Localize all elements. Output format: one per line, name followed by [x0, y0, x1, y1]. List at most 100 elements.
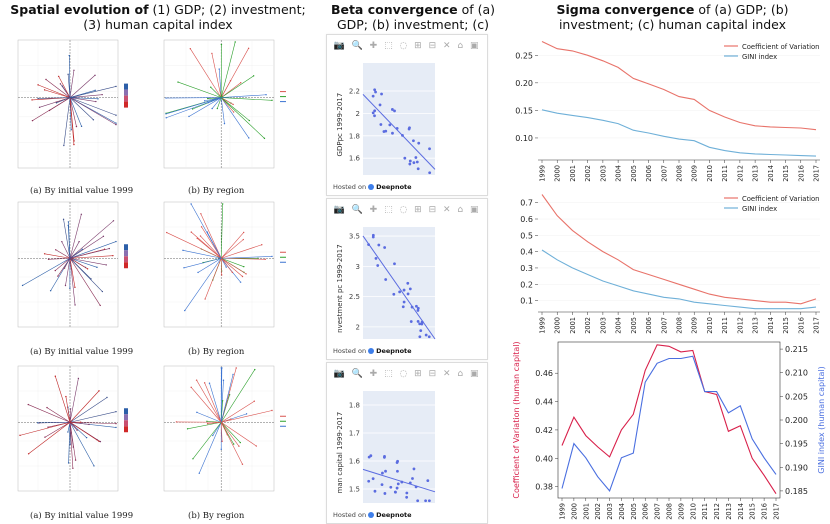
vector-tip [218, 68, 220, 70]
scatter-point [405, 495, 409, 499]
vector-tip [106, 396, 108, 399]
scatter-point [418, 335, 422, 339]
vector-tip [115, 426, 117, 429]
vector-tip [99, 440, 102, 443]
vector-arrow [32, 97, 71, 121]
vector-tip [221, 367, 223, 369]
vector-tip [220, 448, 222, 451]
vector-tip [254, 368, 256, 371]
vector-tip [243, 265, 245, 268]
vector-tip [216, 107, 219, 110]
vector-tip [57, 275, 59, 277]
vector-arrow [220, 422, 228, 435]
y-tick-label: 1.8 [349, 132, 360, 140]
vector-tip [69, 287, 71, 290]
plot-area [17, 365, 119, 492]
vector-tip [112, 254, 114, 257]
vector-tip [57, 75, 60, 78]
vector-arrow [201, 226, 222, 259]
vector-arrow [184, 258, 222, 311]
vector-arrow [197, 257, 222, 273]
vector-arrow [166, 232, 222, 259]
scatter-point [424, 333, 428, 337]
x-tick-label: 2006 [645, 317, 653, 334]
legend-label: GINI index [742, 205, 777, 213]
deepnote-logo-icon [368, 184, 375, 190]
caption-row2-left: (a) By initial value 1999 [30, 347, 134, 357]
scatter-point [424, 499, 428, 503]
x-tick-label: 2017 [813, 165, 821, 182]
vector-tip [115, 422, 117, 425]
y-tick-label: 0.15 [515, 106, 533, 115]
hosted-on-deepnote[interactable]: Hosted on Deepnote [333, 511, 412, 519]
vector-tip [115, 85, 117, 88]
regression-line [362, 94, 436, 170]
y-tick-label: 2 [356, 323, 360, 331]
vector-arrow [45, 79, 71, 98]
vector-arrow [55, 376, 71, 423]
vector-arrow [221, 97, 273, 101]
vector-tip [248, 119, 251, 122]
scatter-point [411, 477, 414, 480]
y-tick-label: 3 [356, 263, 360, 271]
vector-arrow [67, 422, 71, 433]
vector-tip [37, 84, 39, 86]
hosted-on-deepnote[interactable]: Hosted on Deepnote [333, 183, 412, 191]
spatial-header-rest: (1) GDP; (2) investment; (3) human capit… [83, 2, 306, 32]
scatter-point [377, 243, 381, 247]
x-tick-label: 2003 [599, 165, 607, 182]
scatter-point [408, 162, 412, 166]
legend-label: Coefficient of Variation [742, 43, 819, 51]
scatter-point [388, 123, 392, 127]
plot-frame [557, 341, 781, 499]
vector-tip [247, 47, 250, 50]
plot-toolbar[interactable]: 📷 🔍 ✚ ⬚ ◌ ⊞ ⊟ ✕ ⌂ ▣ [333, 41, 481, 51]
vector-arrow [220, 97, 225, 124]
vector-arrow [69, 97, 96, 102]
x-tick-label: 2004 [615, 317, 623, 334]
scatter-point [381, 471, 384, 475]
legend-gradient-swatch [124, 262, 128, 269]
scatter-point [378, 103, 382, 107]
vector-tip [261, 244, 263, 246]
vector-tip [165, 117, 167, 119]
vector-tip [37, 422, 39, 424]
y-axis-label-left: Coefficient of Variation (human capital) [512, 341, 521, 498]
hosted-on-deepnote[interactable]: Hosted on Deepnote [333, 347, 412, 355]
vector-arrow [46, 407, 71, 423]
vector-arrow [69, 94, 103, 98]
vector-tip [252, 75, 255, 77]
y-tick-label: 3.5 [349, 233, 360, 241]
legend-label: Coefficient of Variation [742, 195, 819, 203]
vector-arrow [220, 422, 241, 443]
vector-tip [68, 54, 71, 57]
vector-tip [43, 253, 46, 255]
plot-toolbar[interactable]: 📷 🔍 ✚ ⬚ ◌ ⊞ ⊟ ✕ ⌂ ▣ [333, 369, 481, 379]
x-tick-label: 2005 [630, 503, 638, 520]
scatter-point [383, 492, 387, 495]
beta-y-axis-label: nvestment pc 1999-2017 [336, 244, 344, 332]
plot-toolbar[interactable]: 📷 🔍 ✚ ⬚ ◌ ⊞ ⊟ ✕ ⌂ ▣ [333, 205, 481, 215]
scatter-point [369, 454, 373, 458]
vector-tip [54, 375, 57, 377]
x-tick-label: 2011 [701, 503, 709, 520]
vector-arrow [217, 97, 222, 109]
vector-arrow [69, 258, 92, 280]
vector-arrow [19, 421, 71, 436]
vector-arrow [69, 236, 104, 259]
vector-tip [94, 74, 96, 76]
vector-arrow [221, 239, 244, 259]
hosted-label: Hosted on [333, 183, 367, 191]
vector-arrow [63, 219, 71, 259]
y-tick-label-right: 0.215 [785, 345, 808, 354]
scatter-point [428, 171, 432, 175]
legend-gradient-swatch [124, 101, 128, 108]
scatter-point [384, 278, 388, 281]
beta-card-human-capital: 📷 🔍 ✚ ⬚ ◌ ⊞ ⊟ ✕ ⌂ ▣ 1.8 1.7 1.6 1.5 man capi… [326, 362, 488, 524]
scatter-point [373, 489, 377, 493]
scatter-point [414, 156, 418, 159]
vector-tip [211, 107, 213, 110]
vector-arrow [69, 422, 95, 467]
scatter-point [419, 329, 423, 333]
vector-tip [197, 271, 199, 274]
